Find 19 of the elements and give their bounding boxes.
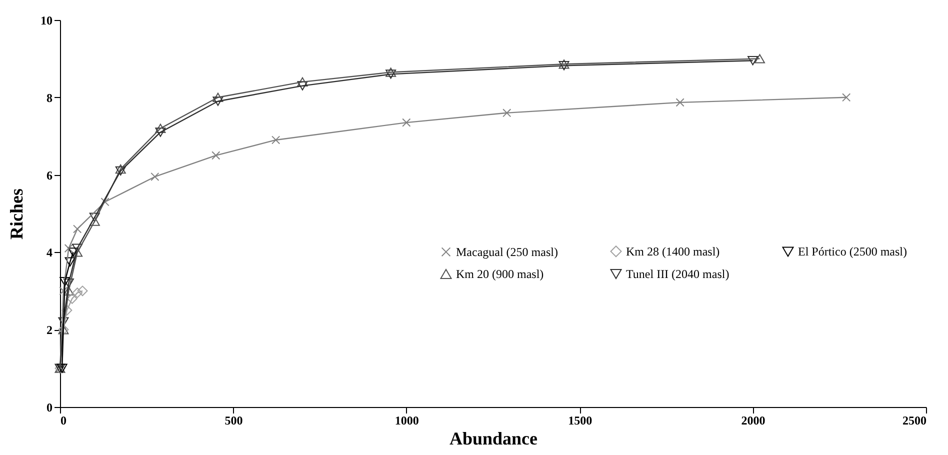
x-tick-label: 2000 [741,414,766,428]
y-tick-label: 4 [46,246,52,260]
legend-label: Km 28 (1400 masl) [626,244,720,258]
y-tick-label: 10 [40,14,52,28]
x-tick-label: 1000 [394,414,419,428]
legend-label: Macagual (250 masl) [456,244,558,259]
legend-label: El Pórtico (2500 masl) [798,244,907,259]
y-tick-label: 2 [46,323,52,338]
x-tick-label: 0 [60,414,66,428]
x-axis-title: Abundance [449,428,538,448]
legend-label: Km 20 (900 masl) [456,267,544,281]
legend-label: Tunel III (2040 masl) [626,267,730,281]
y-tick-label: 0 [46,400,52,414]
x-tick-label: 500 [224,414,243,428]
y-tick-label: 8 [46,90,52,105]
x-tick-label: 2500 [902,414,926,428]
x-tick-label: 1500 [568,414,592,428]
y-axis-title: Riches [6,188,26,240]
y-tick-label: 6 [46,168,52,182]
